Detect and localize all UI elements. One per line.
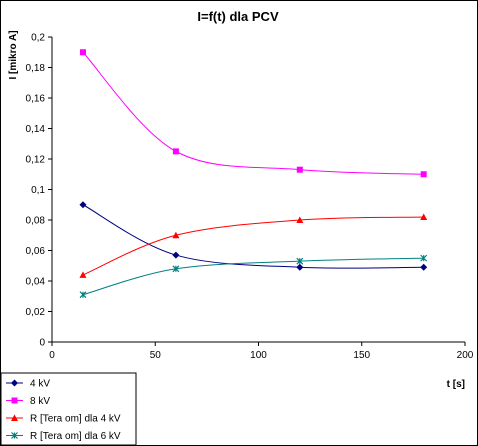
x-tick-label: 50	[150, 350, 162, 361]
data-point	[79, 201, 87, 209]
y-tick-label: 0,08	[26, 216, 46, 227]
y-tick-label: 0	[39, 338, 45, 349]
data-point	[296, 216, 304, 223]
y-tick-label: 0,16	[26, 94, 46, 105]
data-point	[420, 213, 428, 220]
data-point	[420, 254, 428, 262]
series-line	[82, 257, 424, 296]
y-tick-label: 0,14	[26, 124, 46, 135]
series-3	[79, 213, 428, 278]
x-tick-label: 200	[457, 350, 474, 361]
x-tick-label: 100	[250, 350, 267, 361]
data-point	[420, 171, 427, 178]
legend-item: 8 kV	[6, 396, 50, 407]
legend-marker	[11, 379, 18, 387]
legend-label: R [Tera om] dla 4 kV	[30, 414, 121, 425]
data-point	[79, 49, 86, 56]
x-tick-label: 150	[353, 350, 370, 361]
series-2	[79, 49, 427, 178]
y-tick-label: 0,1	[31, 185, 45, 196]
x-tick-label: 0	[49, 350, 55, 361]
data-point	[296, 166, 303, 173]
legend: 4 kV 8 kV R [Tera om] dla 4 kV R [Tera om] …	[0, 372, 137, 446]
legend-item: R [Tera om] dla 6 kV	[6, 431, 121, 442]
data-point	[172, 148, 179, 155]
series-4	[79, 254, 428, 299]
legend-label: 4 kV	[30, 379, 50, 390]
legend-marker	[11, 397, 18, 404]
y-tick-label: 0,02	[26, 307, 46, 318]
y-tick-label: 0,04	[26, 277, 46, 288]
series-layer	[79, 49, 428, 299]
data-point	[172, 265, 180, 273]
legend-label: 8 kV	[30, 396, 50, 407]
series-line	[82, 204, 424, 269]
data-point	[172, 251, 180, 259]
y-axis-title: I [mikro A]	[8, 30, 19, 79]
series-1	[79, 201, 428, 271]
data-point	[296, 257, 304, 265]
legend-item: R [Tera om] dla 4 kV	[6, 414, 121, 425]
legend-marker	[11, 414, 18, 421]
data-point	[172, 231, 180, 239]
series-line	[82, 216, 424, 276]
series-line	[82, 51, 424, 175]
y-tick-label: 0,2	[31, 33, 45, 44]
y-tick-label: 0,18	[26, 63, 46, 74]
data-point	[79, 291, 87, 299]
y-tick-label: 0,06	[26, 246, 46, 257]
legend-marker	[11, 432, 18, 439]
legend-label: R [Tera om] dla 6 kV	[30, 431, 121, 442]
data-point	[79, 271, 87, 278]
y-tick-label: 0,12	[26, 155, 46, 166]
data-point	[296, 263, 304, 271]
axes: 0 0,02 0,04 0,06 0,08 0,1 0,12 0,14 0,16 0,18 0,2 0…	[26, 33, 474, 362]
x-axis-title: t [s]	[447, 379, 465, 390]
data-point	[420, 263, 428, 271]
legend-item: 4 kV	[6, 379, 50, 390]
chart-title: I=f(t) dla PCV	[197, 9, 279, 24]
legend-box	[0, 372, 137, 446]
